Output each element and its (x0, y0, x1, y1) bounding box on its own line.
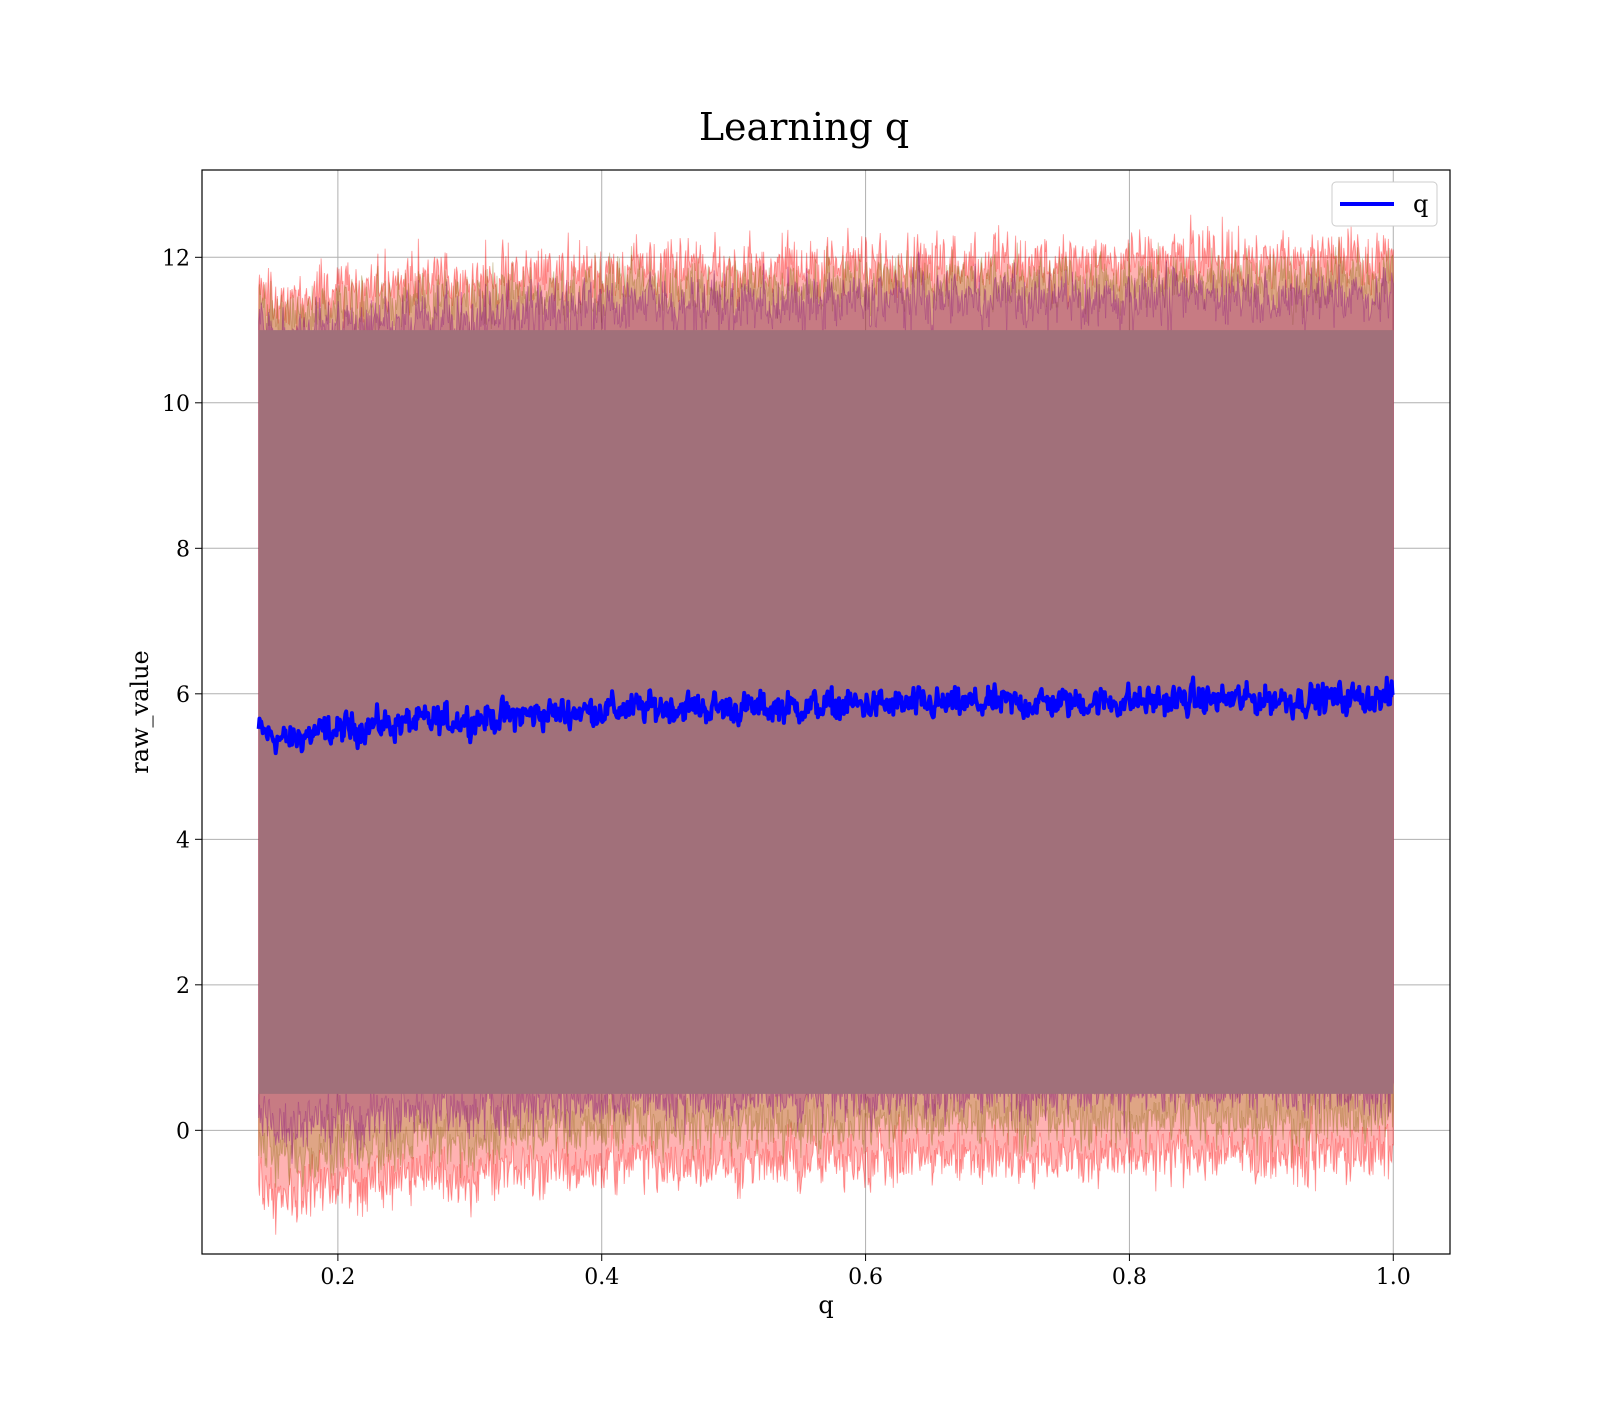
core-band (258, 330, 1394, 1094)
series-line-q (256, 675, 1395, 756)
x-tick-label: 0.8 (1112, 1265, 1147, 1290)
x-axis-label: q (818, 1291, 833, 1319)
series-lines (256, 675, 1395, 756)
x-tick-label: 0.2 (320, 1265, 355, 1290)
legend: q (1331, 181, 1438, 227)
x-axis-ticks: 0.2 0.4 0.6 0.8 1.0 (320, 1254, 1411, 1290)
axes-frame (201, 169, 1451, 1255)
y-tick-label: 6 (176, 683, 190, 708)
y-tick-label: 8 (176, 537, 190, 562)
x-tick-label: 1.0 (1376, 1265, 1411, 1290)
legend-label-q: q (1413, 190, 1428, 218)
x-tick-label: 0.4 (584, 1265, 619, 1290)
x-tick-label: 0.6 (848, 1265, 883, 1290)
y-tick-label: 2 (176, 974, 190, 999)
uncertainty-bands (258, 214, 1394, 1235)
y-axis-ticks: 0 2 4 6 8 10 12 (162, 246, 202, 1144)
y-axis-label: raw_value (126, 650, 154, 774)
y-tick-label: 4 (176, 828, 190, 853)
y-tick-label: 12 (162, 246, 190, 271)
y-tick-label: 0 (176, 1119, 190, 1144)
chart-title: Learning q (699, 105, 909, 149)
y-tick-label: 10 (162, 392, 190, 417)
